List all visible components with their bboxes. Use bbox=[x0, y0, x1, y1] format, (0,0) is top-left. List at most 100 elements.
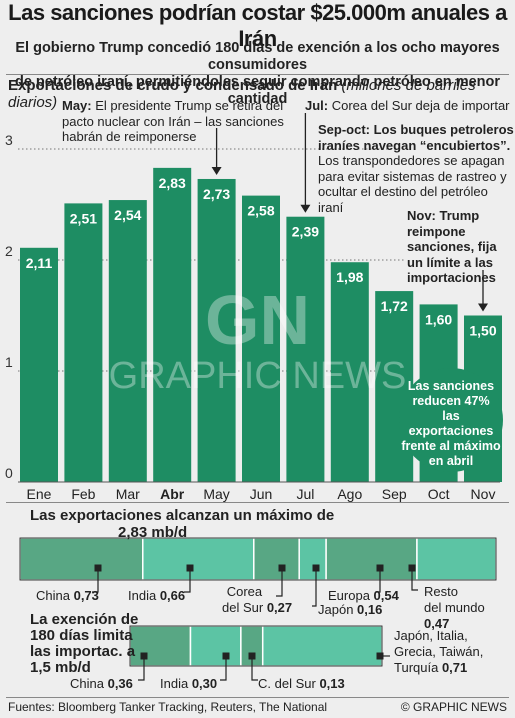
waiver-segment-1 bbox=[189, 625, 242, 667]
waiver-segment-0 bbox=[129, 625, 192, 667]
badge-line-2: reducen 47% bbox=[412, 393, 490, 408]
annotation-may: May: El presidente Trump se retira del p… bbox=[62, 98, 284, 145]
waiver-value-china: 0,36 bbox=[107, 676, 133, 691]
sanctions-badge: Las sanciones reducen 47% las exportacio… bbox=[399, 368, 503, 472]
bar-label-Jun: 2,58 bbox=[247, 203, 274, 219]
waiver-label-india: India 0,30 bbox=[160, 676, 217, 692]
waiver-dot-2 bbox=[248, 652, 256, 660]
chart-unit: (millones de barriles diarios) bbox=[8, 77, 476, 111]
x-tick-Ene: Ene bbox=[27, 486, 52, 502]
y-tick-0: 0 bbox=[5, 465, 13, 481]
x-tick-Ago: Ago bbox=[337, 486, 362, 502]
peak-dot-2 bbox=[278, 564, 286, 572]
bar-Jul bbox=[286, 216, 325, 482]
peak-title-line-1: Las exportaciones alcanzan un máximo de bbox=[30, 507, 335, 524]
waiver-name-china: China bbox=[70, 676, 104, 691]
y-tick-1: 1 bbox=[5, 354, 13, 370]
annotation-may-text-3: habrán de reimponerse bbox=[62, 129, 197, 144]
peak-segment-5 bbox=[416, 537, 497, 581]
pointer-arrow-Jul bbox=[300, 204, 311, 213]
peak-label-japan: Japón 0,16 bbox=[318, 602, 382, 618]
chart-title: Exportaciones de crudo y condensado de I… bbox=[8, 77, 515, 111]
annotation-sep-oct: Sep-oct: Los buques petroleros iraníes n… bbox=[318, 122, 515, 215]
peak-value-korea: 0,27 bbox=[266, 600, 293, 615]
waiver-leader-1 bbox=[220, 656, 227, 681]
peak-segment-4 bbox=[325, 537, 418, 581]
annotation-sepoct-line-4: para evitar sistemas de rastreo y bbox=[318, 168, 507, 184]
bar-Abr bbox=[153, 167, 192, 482]
peak-leader-3 bbox=[312, 568, 317, 607]
peak-leader-2 bbox=[276, 568, 283, 597]
annotation-jul-text: Corea del Sur deja de importar bbox=[328, 98, 510, 113]
bar-Mar bbox=[108, 200, 147, 482]
peak-label-europe: Europa 0,54 bbox=[328, 588, 399, 604]
waiver-name-others-3: Turquía bbox=[394, 660, 439, 675]
annotation-nov-line-3: sanciones, fija bbox=[407, 239, 497, 254]
peak-title-line-2: 2,83 mb/d bbox=[118, 524, 188, 541]
badge-line-5: en abril bbox=[428, 453, 474, 468]
waiver-dot-1 bbox=[222, 652, 230, 660]
bar-label-Abr: 2,83 bbox=[159, 175, 186, 191]
peak-name-japan: Japón bbox=[318, 602, 354, 617]
waiver-title-line-1: La exención de bbox=[30, 611, 139, 628]
bar-label-Ago: 1,98 bbox=[336, 269, 363, 285]
peak-dot-4 bbox=[376, 564, 384, 572]
divider-middle bbox=[6, 502, 509, 503]
waiver-label-china: China 0,36 bbox=[70, 676, 133, 692]
peak-value-india: 0,66 bbox=[159, 588, 186, 603]
bar-Sep bbox=[375, 291, 414, 482]
footer-brand: © GRAPHIC NEWS bbox=[400, 700, 507, 714]
annotation-sepoct-line-1: Sep-oct: Los buques petroleros bbox=[318, 122, 514, 137]
annotation-nov-line-4: un límite a las bbox=[407, 254, 493, 270]
bar-label-Jul: 2,39 bbox=[292, 224, 319, 240]
pointer-arrow-Nov bbox=[478, 303, 488, 312]
chart-title-text: Exportaciones de crudo y condensado de I… bbox=[8, 77, 338, 94]
annotation-may-text-2: pacto nuclear con Irán – las sanciones bbox=[62, 113, 284, 129]
waiver-title-line-2: 180 días limita bbox=[30, 627, 133, 644]
annotation-nov: Nov: Trump reimpone sanciones, fija un l… bbox=[407, 208, 497, 286]
peak-label-rest: Resto del mundo 0,47 bbox=[424, 584, 485, 632]
waiver-label-others: Japón, Italia, Grecia, Taiwán, Turquía 0… bbox=[394, 628, 483, 676]
waiver-name-india: India bbox=[160, 676, 189, 691]
peak-leader-5 bbox=[411, 568, 418, 591]
x-tick-Jun: Jun bbox=[250, 486, 273, 502]
peak-segment-2 bbox=[253, 537, 300, 581]
waiver-value-others: 0,71 bbox=[441, 660, 468, 675]
page-subtitle: El gobierno Trump concedió 180 días de e… bbox=[0, 40, 515, 108]
peak-name-rest-1: Resto bbox=[424, 584, 458, 599]
peak-name-china: China bbox=[36, 588, 70, 603]
annotation-nov-line-1: Nov: Trump bbox=[407, 208, 480, 223]
peak-segment-3 bbox=[298, 537, 327, 581]
peak-value-china: 0,73 bbox=[73, 588, 99, 603]
waiver-name-korea: C. del Sur bbox=[258, 676, 316, 691]
peak-name-korea-1: Corea bbox=[226, 584, 263, 599]
x-tick-Oct: Oct bbox=[428, 486, 450, 502]
peak-dot-3 bbox=[312, 564, 320, 572]
annotation-jul: Jul: Corea del Sur deja de importar bbox=[305, 98, 510, 114]
bar-label-Ene: 2,11 bbox=[26, 255, 53, 271]
peak-value-europe: 0,54 bbox=[373, 588, 399, 603]
waiver-label-korea: C. del Sur 0,13 bbox=[258, 676, 345, 692]
waiver-title: La exención de 180 días limita las impor… bbox=[30, 612, 138, 676]
bar-label-Mar: 2,54 bbox=[114, 207, 141, 223]
peak-name-europe: Europa bbox=[328, 588, 370, 603]
peak-leader-0 bbox=[92, 568, 99, 593]
bar-Ago bbox=[330, 262, 369, 482]
page-title: Las sanciones podrían costar $25.000m an… bbox=[8, 0, 507, 51]
waiver-value-india: 0,30 bbox=[191, 676, 218, 691]
annotation-jul-head: Jul: bbox=[305, 98, 329, 113]
peak-title: Las exportaciones alcanzan un máximo de … bbox=[30, 507, 334, 541]
divider-bottom bbox=[6, 697, 509, 698]
pointer-arrow-May bbox=[211, 166, 222, 175]
subtitle-line-1: El gobierno Trump concedió 180 días de e… bbox=[15, 40, 500, 73]
peak-segment-0 bbox=[19, 537, 144, 581]
waiver-frame bbox=[129, 625, 383, 667]
waiver-segment-3 bbox=[261, 625, 383, 667]
badge-line-1: Las sanciones bbox=[407, 378, 495, 393]
waiver-leader-0 bbox=[138, 656, 145, 681]
x-tick-Mar: Mar bbox=[116, 486, 140, 502]
peak-leader-4 bbox=[376, 568, 381, 593]
waiver-dot-3 bbox=[376, 652, 384, 660]
peak-label-korea: Corea del Sur 0,27 bbox=[222, 584, 292, 616]
